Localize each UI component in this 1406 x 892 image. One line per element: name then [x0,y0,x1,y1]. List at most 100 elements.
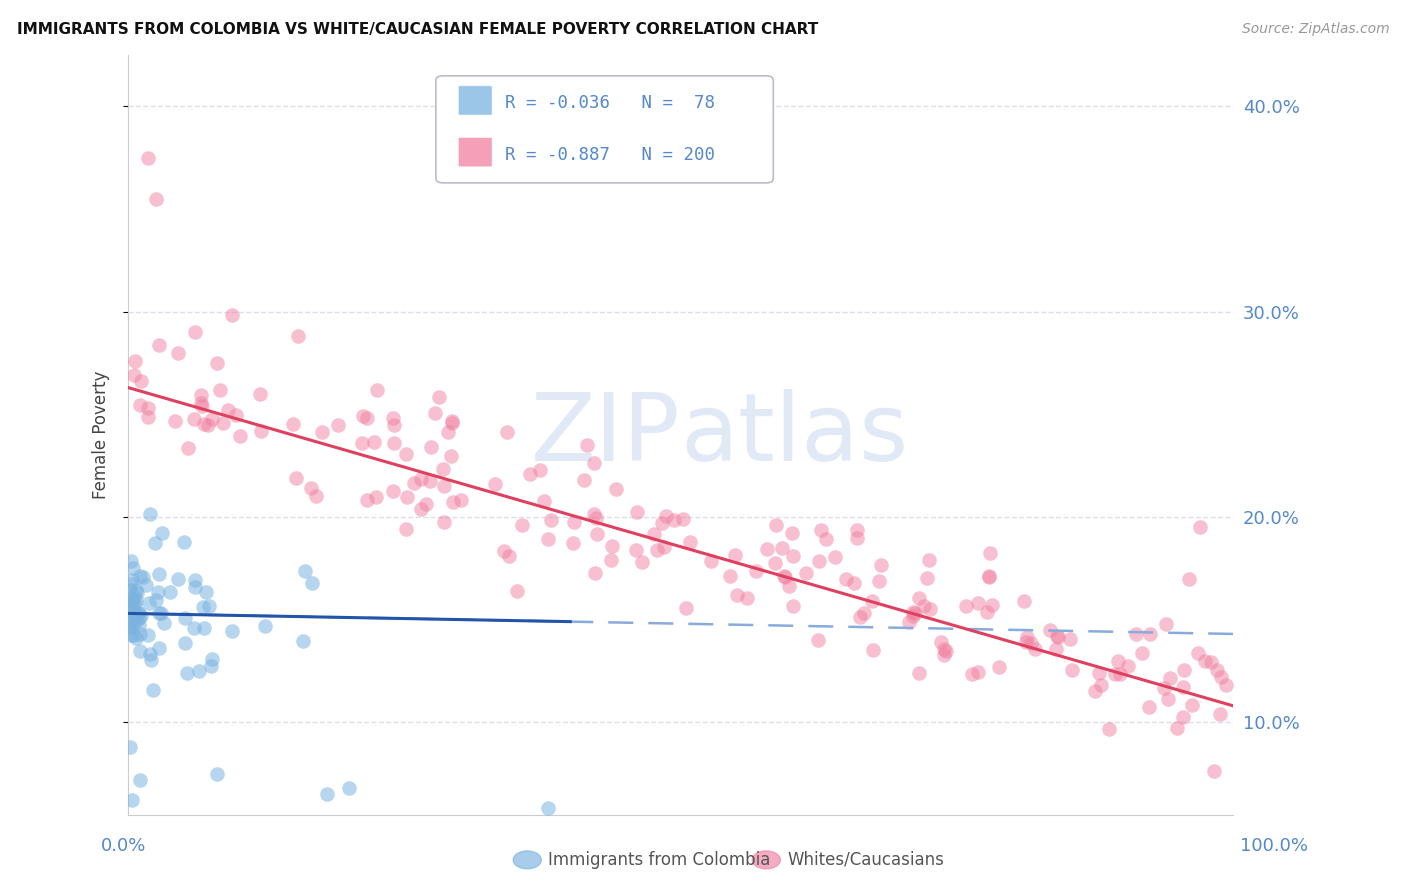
Point [574,473,596,487]
Point [1137,700,1160,714]
Point [846,523,869,537]
Point [807,553,830,567]
Point [723,548,745,562]
Point [929,635,952,649]
Point [124,582,146,597]
Point [1088,665,1111,680]
Point [299,481,322,495]
Point [142,683,165,698]
Point [868,574,890,588]
Point [814,532,837,546]
Point [1107,654,1129,668]
Point [221,308,243,322]
Point [356,493,378,508]
Point [205,766,228,780]
Point [145,536,167,550]
Point [718,568,741,582]
Point [173,610,195,624]
Point [1059,632,1081,646]
Point [582,507,605,521]
Point [173,636,195,650]
Point [869,558,891,572]
Point [852,607,875,621]
Point [411,501,433,516]
Point [136,410,159,425]
Point [745,564,768,578]
Point [600,553,623,567]
Point [316,787,339,801]
Point [1109,666,1132,681]
Point [138,596,160,610]
Point [494,543,516,558]
Point [496,425,519,439]
Point [600,539,623,553]
Point [934,642,956,657]
Text: R = -0.036   N =  78: R = -0.036 N = 78 [505,95,714,112]
Point [652,540,675,554]
Point [229,428,252,442]
Point [120,554,142,568]
Point [908,665,931,680]
Point [782,549,804,563]
Point [366,384,388,398]
Point [129,644,152,658]
Point [128,618,150,632]
Point [301,576,323,591]
Point [1098,722,1121,736]
Point [773,570,796,584]
Point [253,618,276,632]
Point [311,425,333,439]
Point [967,665,990,679]
Point [395,522,418,536]
Point [136,628,159,642]
Point [381,411,404,425]
Point [136,401,159,415]
Point [120,628,142,642]
Point [146,584,169,599]
Point [132,570,155,584]
Point [955,599,977,613]
Point [125,585,148,599]
Point [908,591,931,606]
Point [129,399,152,413]
Point [138,507,160,521]
Point [582,456,605,470]
Point [1125,626,1147,640]
Point [979,546,1001,560]
Point [190,395,212,409]
Point [159,585,181,599]
Point [1047,631,1070,645]
Point [194,585,217,599]
Point [135,578,157,592]
Point [167,345,190,359]
Point [287,328,309,343]
Point [440,450,463,464]
Point [583,566,606,580]
Point [977,569,1000,583]
Point [1206,663,1229,677]
Point [1024,642,1046,657]
Point [118,602,141,616]
Point [436,425,458,439]
Point [120,614,142,628]
Point [932,648,955,662]
Point [824,550,846,565]
Point [128,606,150,620]
Point [450,492,472,507]
Point [139,652,162,666]
Point [225,408,247,422]
Point [540,513,562,527]
Point [173,534,195,549]
Point [643,527,665,541]
Point [537,801,560,815]
Point [124,354,146,368]
Point [1116,658,1139,673]
Text: IMMIGRANTS FROM COLOMBIA VS WHITE/CAUCASIAN FEMALE POVERTY CORRELATION CHART: IMMIGRANTS FROM COLOMBIA VS WHITE/CAUCAS… [17,22,818,37]
Point [193,622,215,636]
Point [529,463,551,477]
Point [136,151,159,165]
Point [352,409,374,423]
Point [217,403,239,417]
Point [128,611,150,625]
Point [193,417,215,431]
